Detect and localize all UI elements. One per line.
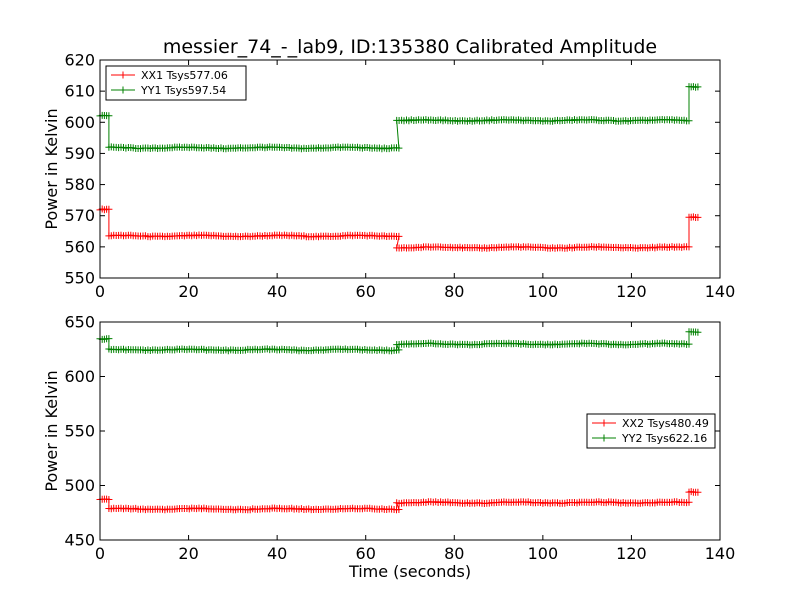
top-panel: 0 20 40 60 80 100 120 140 550 560 570 580 590 600 610 6…	[42, 51, 735, 302]
x-tick-label: 140	[705, 544, 736, 563]
x-axis-label: Time (seconds)	[348, 562, 471, 581]
y-tick-label: 580	[64, 175, 95, 194]
legend-marker	[600, 419, 608, 427]
y-tick-label: 620	[64, 51, 95, 70]
x-tick-label: 120	[616, 282, 647, 301]
y-tick-label: 650	[64, 313, 95, 332]
bottom-panel: 0 20 40 60 80 100 120 140 450 500 550 600 650 Power i…	[42, 313, 735, 582]
x-tick-label: 120	[616, 544, 647, 563]
legend-entry: XX2 Tsys480.49	[622, 417, 709, 430]
x-tick-label: 60	[356, 282, 376, 301]
x-tick-label: 20	[178, 544, 198, 563]
x-tick-label: 80	[444, 282, 464, 301]
y-tick-label: 600	[64, 113, 95, 132]
x-tick-label: 100	[528, 544, 559, 563]
plot-frame	[99, 59, 721, 279]
legend-marker	[600, 434, 608, 442]
legend-entry: YY1 Tsys597.54	[140, 84, 226, 97]
y-tick-label: 600	[64, 367, 95, 386]
y-tick-label: 550	[64, 422, 95, 441]
legend-entry: YY2 Tsys622.16	[621, 432, 707, 445]
x-tick-label: 0	[95, 544, 105, 563]
x-tick-label: 100	[528, 282, 559, 301]
legend-box	[586, 413, 716, 449]
legend-marker	[119, 86, 127, 94]
y-tick-label: 570	[64, 206, 95, 225]
legend-entry: XX1 Tsys577.06	[141, 69, 228, 82]
y-tick-label: 610	[64, 82, 95, 101]
x-tick-label: 60	[356, 544, 376, 563]
x-tick-label: 80	[444, 544, 464, 563]
x-tick-label: 0	[95, 282, 105, 301]
y-axis-label: Power in Kelvin	[42, 370, 61, 491]
y-tick-label: 560	[64, 237, 95, 256]
x-tick-label: 40	[267, 282, 287, 301]
legend: XX2 Tsys480.49 YY2 Tsys622.16	[586, 413, 716, 449]
y-tick-label: 590	[64, 144, 95, 163]
chart-title: messier_74_-_lab9, ID:135380 Calibrated …	[163, 36, 657, 58]
y-axis-label: Power in Kelvin	[42, 108, 61, 229]
legend: XX1 Tsys577.06 YY1 Tsys597.54	[105, 65, 247, 101]
x-tick-label: 40	[267, 544, 287, 563]
y-tick-label: 450	[64, 531, 95, 550]
x-tick-label: 140	[705, 282, 736, 301]
y-tick-label: 500	[64, 476, 95, 495]
legend-marker	[119, 71, 127, 79]
legend-box	[105, 65, 247, 101]
x-tick-label: 20	[178, 282, 198, 301]
y-tick-label: 550	[64, 269, 95, 288]
